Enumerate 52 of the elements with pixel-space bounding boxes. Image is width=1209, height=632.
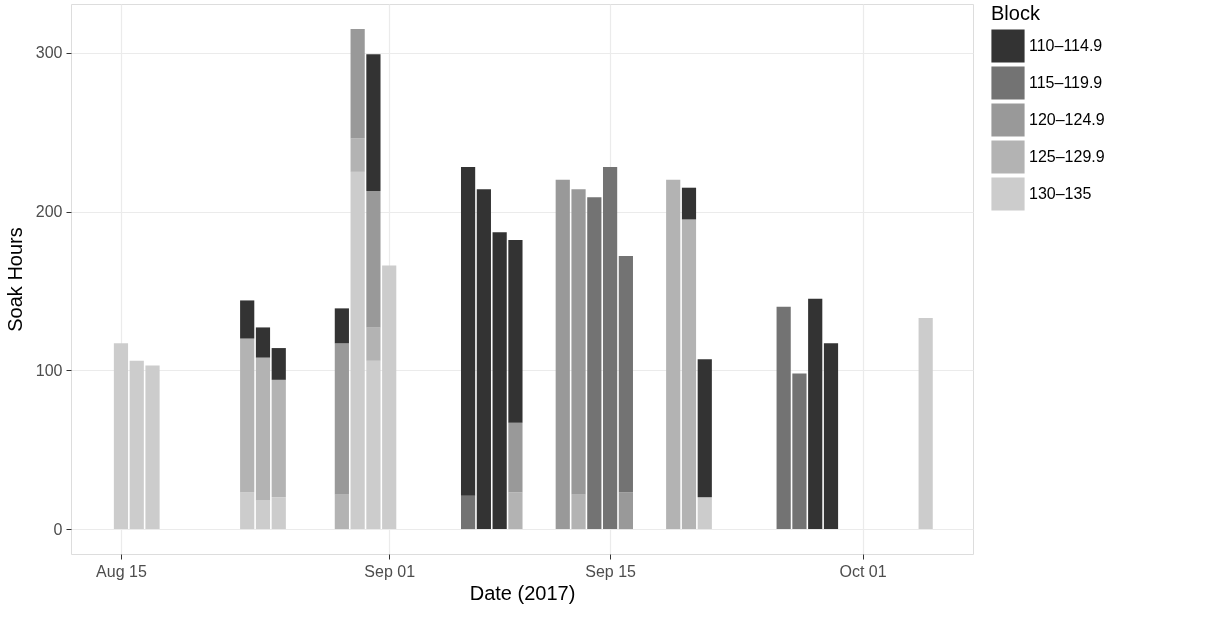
- bar: [271, 348, 286, 380]
- y-tick-label: 300: [35, 44, 63, 62]
- bar: [255, 500, 271, 530]
- bar: [113, 343, 129, 530]
- bar: [240, 338, 255, 493]
- bar: [618, 255, 633, 493]
- bar: [255, 357, 271, 501]
- bar: [697, 497, 712, 530]
- legend-label: 120–124.9: [1029, 111, 1105, 128]
- x-tick-label: Oct 01: [839, 562, 887, 580]
- bar: [918, 317, 933, 530]
- bar: [808, 298, 823, 530]
- legend-label: 115–119.9: [1029, 74, 1103, 91]
- y-tick-label: 100: [35, 361, 63, 379]
- bar: [618, 492, 633, 530]
- bar: [508, 492, 523, 530]
- y-axis-title: Soak Hours: [3, 227, 26, 332]
- bar: [681, 187, 697, 220]
- bar: [334, 343, 349, 495]
- legend-label: 110–114.9: [1029, 37, 1103, 54]
- bar: [271, 379, 286, 498]
- bar: [571, 494, 586, 530]
- x-tick-label: Sep 01: [364, 562, 416, 580]
- bar: [603, 167, 618, 530]
- bar: [255, 327, 271, 358]
- bar: [697, 359, 712, 498]
- bar: [508, 422, 523, 493]
- bar: [460, 495, 476, 530]
- bar: [350, 28, 365, 139]
- y-tick-label: 0: [53, 520, 63, 538]
- legend-label: 125–129.9: [1029, 148, 1105, 165]
- bar: [366, 54, 381, 191]
- x-tick-label: Sep 15: [585, 562, 637, 580]
- bar: [240, 492, 255, 530]
- x-tick-label: Aug 15: [96, 562, 147, 580]
- bar: [366, 190, 381, 328]
- bar: [334, 308, 349, 344]
- y-tick-label: 200: [35, 203, 63, 221]
- bar: [587, 197, 602, 530]
- bar: [271, 497, 286, 530]
- bar: [681, 219, 697, 530]
- bar: [334, 494, 349, 530]
- bar: [460, 167, 476, 496]
- bar: [240, 300, 255, 339]
- legend-label: 130–135: [1029, 185, 1092, 202]
- bar: [366, 327, 381, 361]
- legend-title: Block: [991, 2, 1041, 24]
- bar: [476, 189, 491, 530]
- bar: [666, 179, 681, 530]
- bar: [350, 138, 365, 172]
- x-axis-title: Date (2017): [469, 581, 576, 604]
- bar: [823, 343, 839, 530]
